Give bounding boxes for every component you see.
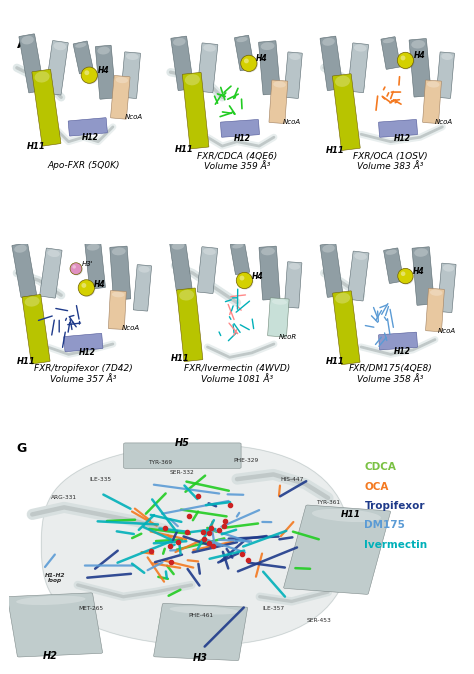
- FancyBboxPatch shape: [170, 241, 192, 290]
- FancyBboxPatch shape: [426, 288, 445, 332]
- Ellipse shape: [179, 290, 194, 301]
- Text: H4: H4: [413, 51, 425, 61]
- Text: DM175: DM175: [365, 520, 405, 530]
- Text: B: B: [171, 38, 180, 51]
- Ellipse shape: [261, 247, 275, 255]
- FancyBboxPatch shape: [438, 263, 456, 313]
- Ellipse shape: [21, 36, 34, 44]
- Text: H12: H12: [393, 134, 410, 143]
- Ellipse shape: [112, 292, 124, 297]
- Ellipse shape: [289, 53, 301, 60]
- FancyBboxPatch shape: [109, 290, 126, 330]
- FancyBboxPatch shape: [32, 69, 61, 146]
- FancyBboxPatch shape: [284, 52, 302, 98]
- Circle shape: [78, 280, 94, 296]
- Text: ARG-331: ARG-331: [51, 495, 77, 501]
- FancyBboxPatch shape: [269, 80, 288, 123]
- Circle shape: [82, 68, 98, 84]
- Circle shape: [401, 272, 405, 276]
- Ellipse shape: [411, 40, 425, 49]
- Text: H11: H11: [27, 142, 46, 150]
- FancyBboxPatch shape: [85, 242, 105, 289]
- Text: H11: H11: [326, 146, 345, 155]
- FancyBboxPatch shape: [379, 119, 418, 137]
- FancyBboxPatch shape: [284, 262, 302, 308]
- FancyBboxPatch shape: [332, 73, 360, 150]
- Circle shape: [401, 55, 405, 61]
- Ellipse shape: [355, 253, 367, 260]
- Text: FXR/DM175(4QE8)
Volume 358 Å³: FXR/DM175(4QE8) Volume 358 Å³: [349, 365, 432, 384]
- Circle shape: [81, 67, 97, 84]
- FancyBboxPatch shape: [40, 248, 62, 298]
- Circle shape: [244, 59, 249, 63]
- Text: H1-H2
loop: H1-H2 loop: [45, 572, 65, 583]
- Ellipse shape: [116, 77, 128, 83]
- FancyBboxPatch shape: [230, 242, 250, 274]
- Text: FXR/OCA (1OSV)
Volume 383 Å³: FXR/OCA (1OSV) Volume 383 Å³: [353, 152, 428, 171]
- FancyBboxPatch shape: [259, 246, 280, 300]
- Ellipse shape: [25, 297, 40, 307]
- Circle shape: [84, 70, 89, 75]
- FancyBboxPatch shape: [73, 41, 93, 74]
- FancyBboxPatch shape: [379, 332, 418, 350]
- Ellipse shape: [35, 71, 50, 82]
- FancyBboxPatch shape: [22, 295, 50, 364]
- Text: H12: H12: [234, 134, 251, 143]
- Text: ILE-335: ILE-335: [90, 477, 111, 482]
- Ellipse shape: [322, 245, 335, 253]
- Text: F: F: [324, 251, 333, 264]
- Text: H4: H4: [97, 66, 109, 75]
- Text: FXR/CDCA (4QE6)
Volume 359 Å³: FXR/CDCA (4QE6) Volume 359 Å³: [197, 152, 277, 171]
- Ellipse shape: [237, 37, 247, 42]
- Ellipse shape: [289, 263, 300, 270]
- Text: NcoA: NcoA: [125, 113, 143, 119]
- FancyBboxPatch shape: [320, 36, 343, 90]
- Text: TYR-369: TYR-369: [147, 460, 172, 465]
- Text: H4: H4: [94, 280, 105, 289]
- Text: H11: H11: [17, 357, 36, 366]
- Text: H4: H4: [256, 55, 268, 63]
- Ellipse shape: [75, 43, 86, 48]
- FancyBboxPatch shape: [182, 72, 209, 149]
- Text: H3: H3: [193, 653, 208, 663]
- Circle shape: [242, 56, 258, 72]
- FancyBboxPatch shape: [235, 35, 255, 71]
- Text: H3': H3': [82, 262, 93, 267]
- Text: H5: H5: [175, 437, 190, 448]
- Ellipse shape: [112, 247, 126, 255]
- Ellipse shape: [203, 44, 216, 52]
- FancyBboxPatch shape: [258, 40, 281, 95]
- Ellipse shape: [54, 42, 66, 51]
- Ellipse shape: [16, 596, 85, 605]
- Text: NcoA: NcoA: [283, 119, 301, 125]
- Text: H11: H11: [175, 144, 194, 154]
- Ellipse shape: [386, 249, 397, 255]
- FancyBboxPatch shape: [8, 593, 102, 657]
- Ellipse shape: [273, 82, 286, 88]
- FancyBboxPatch shape: [171, 36, 194, 90]
- FancyBboxPatch shape: [12, 243, 36, 297]
- Ellipse shape: [414, 248, 428, 257]
- Text: C: C: [324, 38, 333, 51]
- Circle shape: [79, 280, 95, 297]
- Text: NcoA: NcoA: [122, 325, 140, 331]
- Ellipse shape: [383, 38, 394, 43]
- Text: Ivermectin: Ivermectin: [365, 539, 428, 549]
- FancyBboxPatch shape: [347, 251, 369, 301]
- Ellipse shape: [87, 244, 100, 251]
- Text: MET-265: MET-265: [79, 606, 104, 611]
- Ellipse shape: [430, 290, 442, 296]
- Text: HIS-447: HIS-447: [280, 477, 303, 482]
- Text: H4: H4: [252, 272, 264, 280]
- FancyBboxPatch shape: [95, 45, 116, 99]
- FancyBboxPatch shape: [383, 248, 403, 284]
- Text: G: G: [16, 441, 27, 454]
- Ellipse shape: [203, 248, 216, 255]
- Circle shape: [398, 53, 414, 69]
- Ellipse shape: [443, 264, 454, 272]
- Ellipse shape: [272, 299, 287, 305]
- FancyBboxPatch shape: [220, 119, 259, 137]
- Text: NcoA: NcoA: [435, 119, 453, 125]
- Text: H12: H12: [393, 347, 410, 356]
- Ellipse shape: [47, 250, 60, 257]
